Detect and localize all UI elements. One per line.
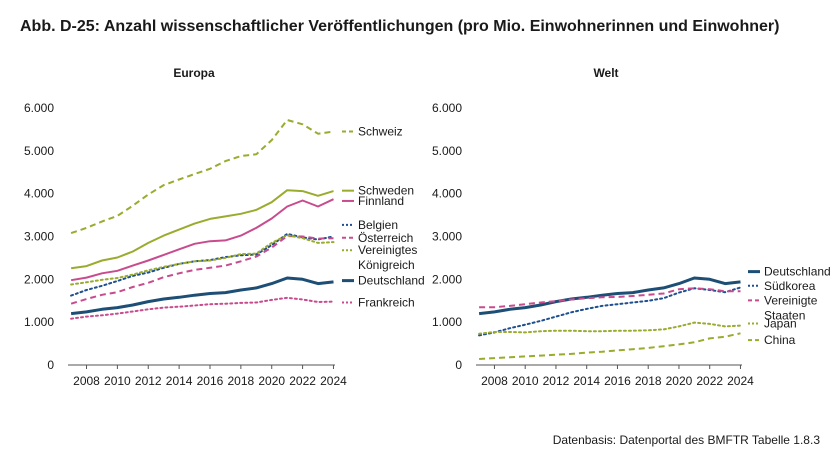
europa-y-tick-label: 3.000 <box>24 230 54 244</box>
figure-title: Abb. D-25: Anzahl wissenschaftlicher Ver… <box>20 18 780 35</box>
europa-x-tick-label: 2016 <box>197 374 224 388</box>
europa-y-tick-label: 2.000 <box>24 272 54 286</box>
europa-legend-label-belgien: Belgien <box>358 218 398 232</box>
welt-x-tick-label: 2010 <box>512 374 539 388</box>
welt-y-tick-label: 4.000 <box>432 187 462 201</box>
europa-legend-label-schweden: Schweden <box>358 184 414 198</box>
europa-x-tick-label: 2018 <box>228 374 255 388</box>
europa-series-schweden <box>70 189 334 270</box>
welt-x-tick-label: 2016 <box>604 374 631 388</box>
europa-legend-label-vereinigtes-koenigreich: Vereinigtes Königreich <box>358 243 417 272</box>
welt-x-tick-label: 2008 <box>481 374 508 388</box>
europa-y-tick-label: 4.000 <box>24 187 54 201</box>
welt-series-deutschland <box>478 276 741 316</box>
welt-series-china <box>479 332 741 360</box>
europa-y-tick-label: 0 <box>47 358 54 372</box>
source-note: Datenbasis: Datenportal des BMFTR Tabell… <box>552 433 820 447</box>
europa-x-tick-label: 2020 <box>258 374 285 388</box>
welt-x-tick-label: 2012 <box>543 374 570 388</box>
welt-y-tick-label: 2.000 <box>432 272 462 286</box>
welt-x-tick-label: 2024 <box>727 374 754 388</box>
europa-series-deutschland <box>70 276 334 316</box>
welt-legend-label-japan: Japan <box>764 316 797 330</box>
welt-legend-label-china: China <box>764 333 796 347</box>
europa-legend-label-schweiz: Schweiz <box>358 125 403 139</box>
europa-series-frankreich <box>70 296 335 320</box>
europa-legend-label-oesterreich: Österreich <box>358 231 413 245</box>
europa-series-vereinigtes-koenigreich <box>70 234 335 286</box>
europa-x-tick-label: 2012 <box>135 374 162 388</box>
welt-x-tick-label: 2022 <box>696 374 723 388</box>
welt-series-suedkorea <box>478 286 742 337</box>
europa-legend-label-finnland: Finnland <box>358 194 404 208</box>
welt-y-tick-label: 6.000 <box>432 101 462 115</box>
welt-legend-label-vereinigte-staaten: Vereinigte Staaten <box>764 293 818 322</box>
welt-x-tick-label: 2018 <box>635 374 662 388</box>
europa-y-tick-label: 1.000 <box>24 315 54 329</box>
welt-legend-label-deutschland: Deutschland <box>764 265 831 279</box>
welt-y-tick-label: 3.000 <box>432 230 462 244</box>
welt-panel-title: Welt <box>593 66 618 80</box>
welt-y-tick-label: 0 <box>455 358 462 372</box>
europa-x-tick-label: 2022 <box>289 374 316 388</box>
europa-x-tick-label: 2008 <box>73 374 100 388</box>
europa-series-belgien <box>70 232 335 297</box>
welt-y-tick-label: 1.000 <box>432 315 462 329</box>
europa-series-finnland <box>70 198 334 282</box>
europa-legend-label-frankreich: Frankreich <box>358 295 415 309</box>
europa-x-tick-label: 2024 <box>320 374 347 388</box>
welt-x-tick-label: 2014 <box>573 374 600 388</box>
europa-x-tick-label: 2010 <box>104 374 131 388</box>
welt-series-vereinigte-staaten <box>479 287 741 309</box>
welt-series-japan <box>478 321 742 335</box>
europa-y-tick-label: 5.000 <box>24 144 54 158</box>
europa-series-schweiz <box>70 119 334 235</box>
welt-x-tick-label: 2020 <box>666 374 693 388</box>
europa-panel-title: Europa <box>173 66 215 80</box>
europa-legend-label-deutschland: Deutschland <box>358 274 425 288</box>
welt-y-tick-label: 5.000 <box>432 144 462 158</box>
europa-x-tick-label: 2014 <box>166 374 193 388</box>
europa-y-tick-label: 6.000 <box>24 101 54 115</box>
welt-legend-label-suedkorea: Südkorea <box>764 279 816 293</box>
